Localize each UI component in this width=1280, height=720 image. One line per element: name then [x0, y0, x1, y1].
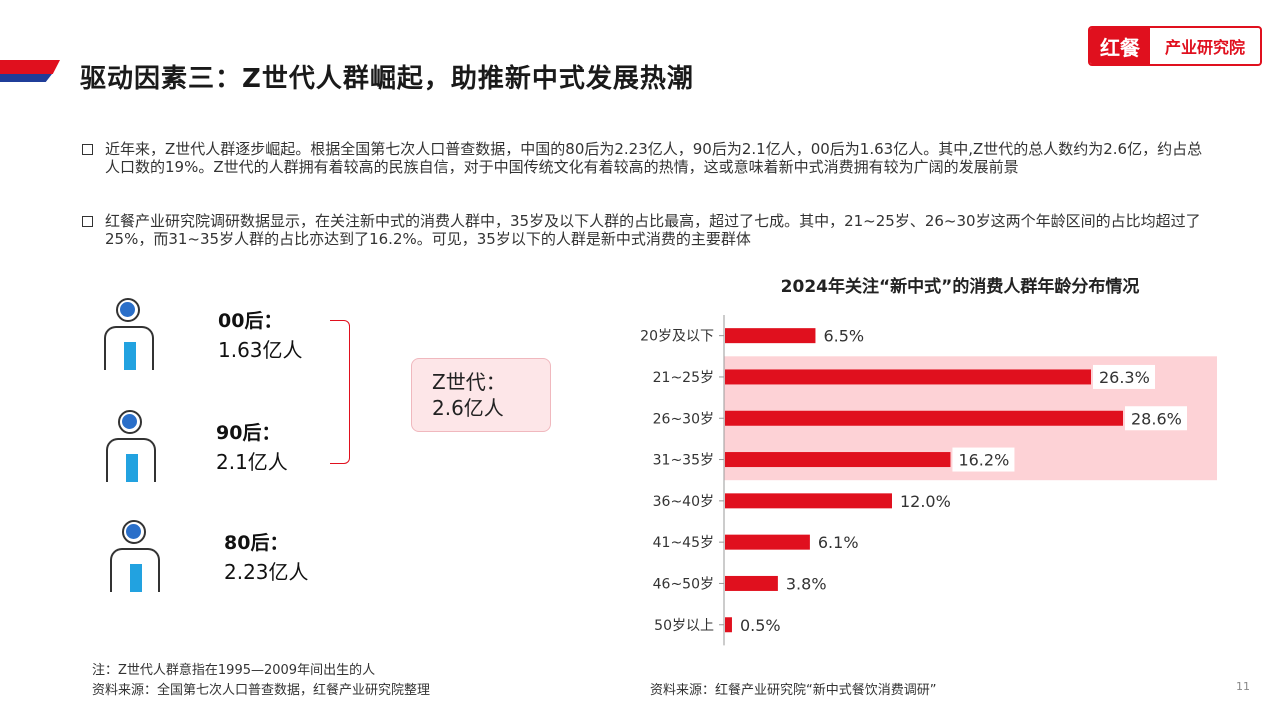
- page-title: 驱动因素三：Z世代人群崛起，助推新中式发展热潮: [80, 64, 694, 94]
- value-label: 12.0%: [900, 492, 951, 511]
- bullet-paragraph: 近年来，Z世代人群逐步崛起。根据全国第七次人口普查数据，中国的80后为2.23亿…: [82, 140, 1212, 176]
- category-tick-label: 36~40岁: [653, 494, 714, 510]
- logo-text: 产业研究院: [1164, 38, 1245, 57]
- chart-source: 资料来源：红餐产业研究院“新中式餐饮消费调研”: [650, 683, 937, 698]
- zgen-label: Z世代：: [432, 370, 506, 394]
- generation-label: 80后：: [224, 532, 289, 554]
- bar: [725, 369, 1091, 385]
- accent-bar-red: [0, 60, 60, 74]
- logo-mark: 红餐: [1090, 28, 1150, 64]
- generation-label: 00后：: [218, 310, 283, 332]
- bullet-text: 近年来，Z世代人群逐步崛起。根据全国第七次人口普查数据，中国的80后为2.23亿…: [105, 140, 1203, 176]
- person-icon: [102, 410, 162, 490]
- value-label-bg: [1125, 406, 1187, 431]
- category-tick-label: 20岁及以下: [640, 329, 714, 345]
- bar: [725, 617, 732, 633]
- generation-bracket: [330, 320, 350, 464]
- value-label: 26.3%: [1099, 368, 1150, 387]
- bar: [725, 328, 816, 344]
- zgen-value: 2.6亿人: [432, 396, 504, 420]
- bar: [725, 452, 951, 468]
- person-icon: [106, 520, 166, 600]
- accent-bar-blue: [0, 74, 52, 82]
- person-icon: [100, 298, 160, 378]
- footnote-note: 注：Z世代人群意指在1995—2009年间出生的人: [92, 663, 376, 678]
- generation-value: 1.63亿人: [218, 338, 303, 362]
- page-number: 11: [1236, 680, 1250, 693]
- value-label-bg: [952, 447, 1015, 472]
- bullet-text: 红餐产业研究院调研数据显示，在关注新中式的消费人群中，35岁及以下人群的占比最高…: [105, 212, 1201, 248]
- bar: [725, 534, 810, 550]
- generation-value: 2.1亿人: [216, 450, 288, 474]
- zgen-callout: Z世代： 2.6亿人: [411, 358, 551, 432]
- value-label: 3.8%: [786, 574, 827, 593]
- bullet-square-icon: [82, 144, 93, 155]
- bullet-paragraph: 红餐产业研究院调研数据显示，在关注新中式的消费人群中，35岁及以下人群的占比最高…: [82, 212, 1212, 248]
- bar: [725, 410, 1123, 426]
- footnote-source: 资料来源：全国第七次人口普查数据，红餐产业研究院整理: [92, 683, 431, 698]
- value-label-bg: [1092, 364, 1155, 389]
- brand-logo: 红餐 产业研究院: [1088, 26, 1262, 66]
- generation-value: 2.23亿人: [224, 560, 309, 584]
- value-label: 6.1%: [818, 533, 859, 552]
- value-label: 0.5%: [740, 616, 781, 635]
- category-tick-label: 41~45岁: [653, 535, 714, 551]
- value-label: 6.5%: [823, 327, 864, 346]
- category-tick-label: 21~25岁: [653, 370, 714, 386]
- bar: [725, 493, 892, 509]
- generation-label: 90后：: [216, 422, 281, 444]
- category-tick-label: 50岁以上: [654, 618, 714, 634]
- value-label: 28.6%: [1131, 409, 1182, 428]
- category-tick-label: 26~30岁: [653, 411, 714, 427]
- bar: [725, 575, 778, 591]
- category-tick-label: 31~35岁: [653, 453, 714, 469]
- category-tick-label: 46~50岁: [653, 576, 714, 592]
- chart-title: 2024年关注“新中式”的消费人群年龄分布情况: [780, 277, 1140, 297]
- bullet-square-icon: [82, 216, 93, 227]
- value-label: 16.2%: [958, 451, 1009, 470]
